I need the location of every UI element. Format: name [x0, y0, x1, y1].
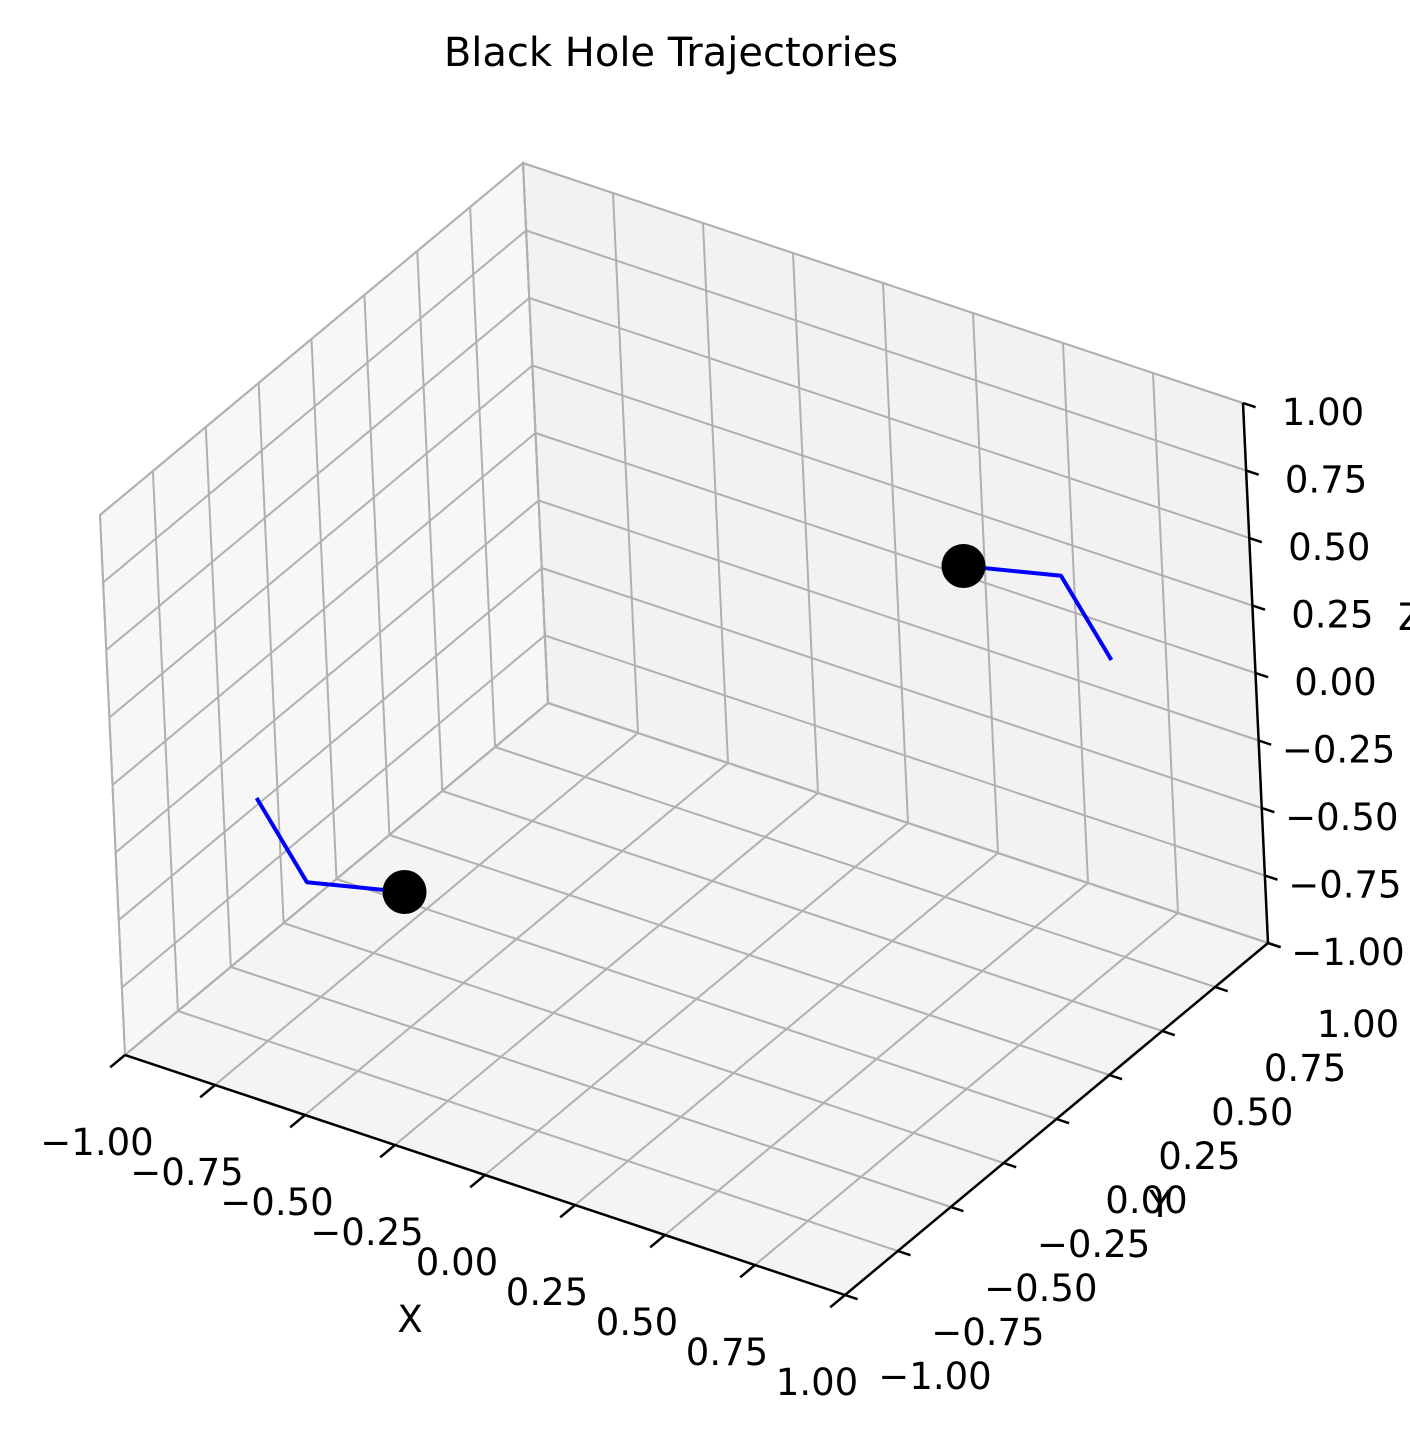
x-tick — [829, 1294, 846, 1309]
x-axis-label: X — [397, 1298, 422, 1341]
x-tick-label: 1.00 — [776, 1361, 858, 1404]
x-tick-label: −0.50 — [220, 1181, 333, 1224]
grid-line — [469, 206, 497, 748]
y-tick-label: −0.25 — [1037, 1223, 1150, 1266]
z-tick — [1255, 671, 1269, 679]
x-tick — [649, 1234, 666, 1249]
grid-line — [535, 432, 1256, 674]
y-axis-label: Y — [1148, 1183, 1172, 1226]
z-tick-label: −0.50 — [1285, 796, 1398, 839]
y-tick — [1214, 985, 1229, 993]
y-tick-label: −1.00 — [878, 1355, 991, 1398]
y-tick-label: 0.50 — [1211, 1091, 1293, 1134]
z-tick-label: −1.00 — [1291, 931, 1404, 974]
z-tick — [1261, 806, 1275, 814]
grid-line — [441, 790, 1163, 1032]
x-tick — [379, 1144, 396, 1159]
x-tick-label: −0.25 — [310, 1211, 423, 1254]
z-tick-label: 1.00 — [1282, 391, 1364, 434]
grid-line — [111, 432, 537, 786]
x-tick-label: 0.00 — [416, 1241, 498, 1284]
y-tick-label: −0.50 — [984, 1267, 1097, 1310]
grid-line — [389, 834, 1110, 1076]
z-tick — [1242, 401, 1256, 409]
x-tick — [199, 1084, 216, 1099]
x-tick-label: −0.75 — [130, 1151, 243, 1194]
grid-line — [522, 162, 1244, 404]
z-tick — [1264, 874, 1278, 881]
grid-line — [102, 229, 527, 584]
x-tick — [289, 1114, 306, 1129]
grid-line — [754, 912, 1179, 1266]
grid-line — [522, 162, 549, 704]
trajectory-line — [254, 796, 405, 894]
x-tick — [469, 1174, 486, 1189]
z-tick-label: 0.00 — [1294, 661, 1376, 704]
y-tick — [844, 1293, 858, 1301]
y-tick — [1161, 1029, 1176, 1037]
grid-line — [547, 702, 1269, 944]
z-tick — [1252, 604, 1266, 611]
x-tick-label: 0.75 — [686, 1331, 768, 1374]
z-tick — [1267, 941, 1281, 949]
y-tick-label: 0.25 — [1158, 1135, 1240, 1178]
grid-line — [664, 882, 1089, 1236]
grid-line — [525, 229, 1247, 472]
x-tick-label: 0.25 — [506, 1271, 588, 1314]
z-tick-label: −0.25 — [1282, 729, 1395, 772]
grid-line — [494, 746, 1216, 988]
grid-line — [528, 297, 1250, 539]
chart-title: Black Hole Trajectories — [444, 30, 898, 76]
x-tick — [559, 1204, 576, 1219]
grid-line — [416, 250, 444, 792]
black-hole-marker — [382, 870, 427, 914]
grid-line — [1152, 372, 1179, 914]
grid-line — [972, 312, 999, 854]
z-tick-label: 0.25 — [1291, 594, 1373, 637]
trajectory-series — [254, 544, 1114, 914]
x-tick — [739, 1264, 756, 1279]
z-tick — [1248, 536, 1263, 544]
z-axis-label: Z — [1398, 596, 1410, 639]
z-tick-label: 0.75 — [1285, 459, 1367, 502]
y-tick — [1056, 1117, 1070, 1125]
grid-line — [1062, 342, 1089, 884]
y-tick — [897, 1249, 911, 1257]
grid-line — [532, 364, 1253, 607]
y-tick — [1003, 1161, 1017, 1169]
z-tick — [1258, 739, 1272, 746]
x-tick-label: 0.50 — [596, 1301, 678, 1344]
y-tick — [950, 1205, 964, 1213]
grid-line — [99, 162, 524, 516]
grid-line — [108, 364, 534, 719]
z-tick-label: 0.50 — [1288, 526, 1370, 569]
x-tick — [109, 1054, 126, 1069]
z-tick — [1245, 469, 1260, 476]
x-tick-label: −1.00 — [40, 1121, 153, 1164]
z-tick-label: −0.75 — [1288, 864, 1401, 907]
trajectory-line — [963, 564, 1114, 662]
y-tick-label: 0.00 — [1105, 1179, 1187, 1222]
y-tick-label: −0.75 — [931, 1311, 1044, 1354]
black-hole-marker — [941, 544, 986, 588]
axes — [109, 401, 1281, 1309]
y-tick — [1109, 1073, 1123, 1081]
y-tick-label: 0.75 — [1264, 1047, 1346, 1090]
grid-line — [574, 852, 999, 1206]
grid-line — [363, 294, 391, 836]
grid-line — [105, 297, 530, 651]
y-tick-label: 1.00 — [1317, 1003, 1399, 1046]
grid-line — [336, 878, 1057, 1120]
tick-labels: −1.00−0.75−0.50−0.250.000.250.500.751.00… — [40, 391, 1404, 1404]
